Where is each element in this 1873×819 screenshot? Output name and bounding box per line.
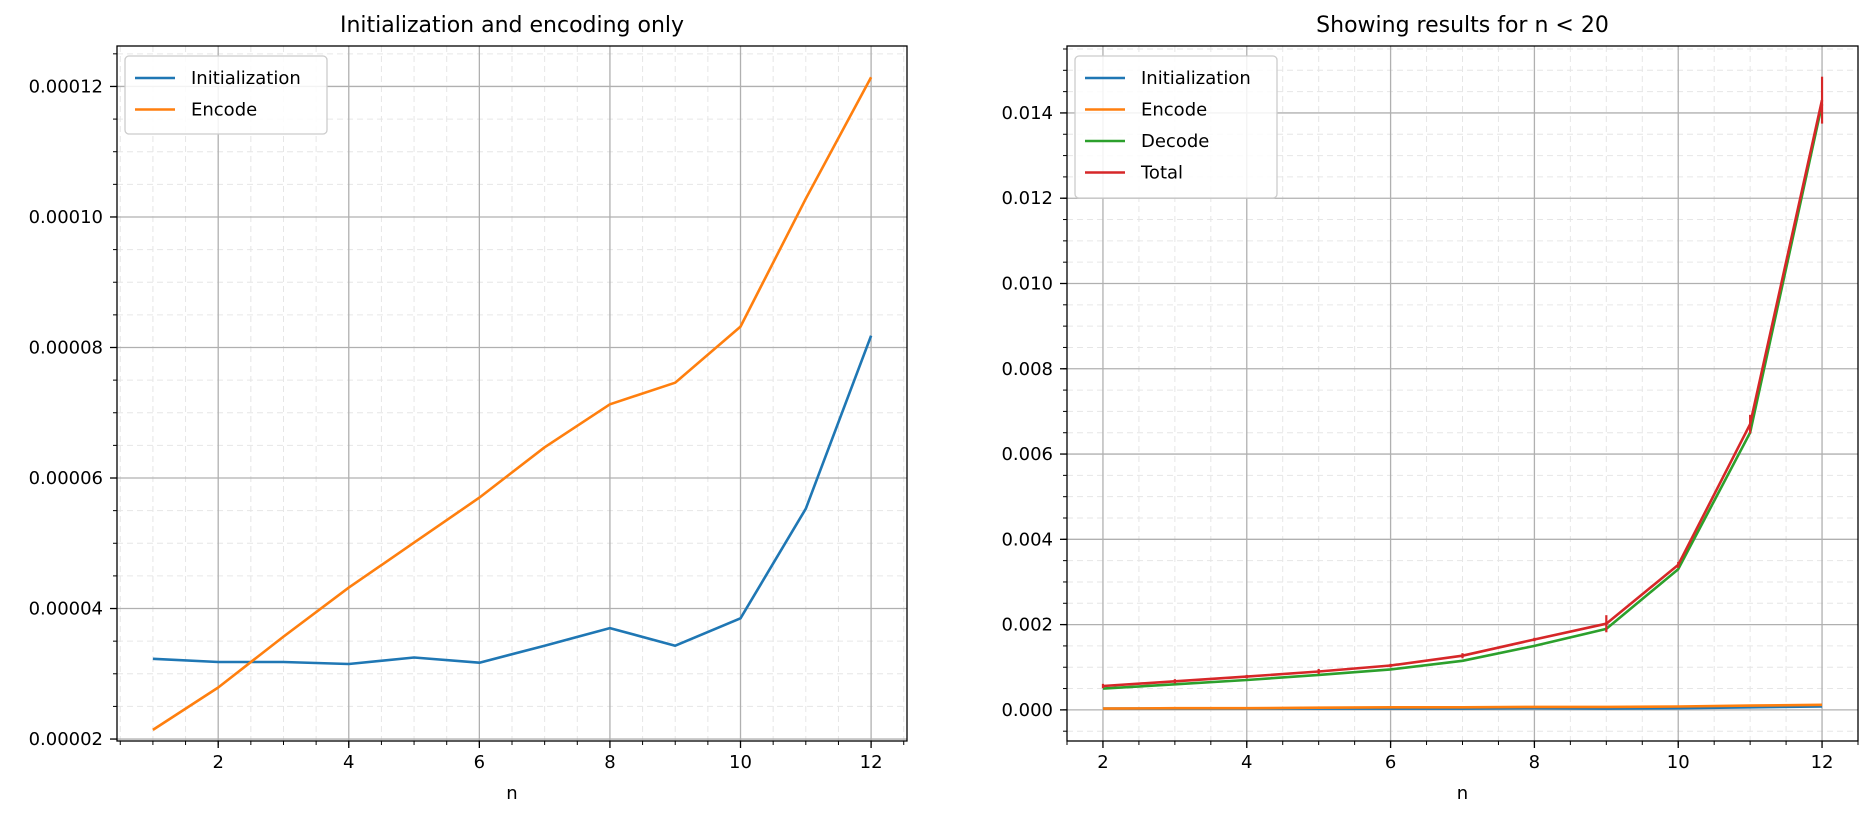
tick-label-x: 10 (1667, 752, 1690, 773)
legend-label: Initialization (191, 68, 301, 89)
tick-label-y: 0.012 (1001, 188, 1053, 209)
legend-label: Initialization (1141, 68, 1251, 89)
series-line-encode (1102, 703, 1823, 710)
tick-label-y: 0.00006 (29, 468, 103, 489)
tick-label-y: 0.006 (1001, 444, 1053, 465)
tick-label-y: 0.000 (1001, 700, 1053, 721)
legend-label: Total (1140, 163, 1183, 184)
legend-label: Encode (1141, 100, 1207, 121)
tick-label-x: 2 (212, 752, 223, 773)
tick-label-y: 0.00008 (29, 337, 103, 358)
tick-label-x: 2 (1097, 752, 1108, 773)
tick-label-y: 0.014 (1001, 103, 1053, 124)
series-group (1101, 76, 1824, 710)
series-line-decode (1102, 104, 1824, 690)
x-axis-label: n (506, 783, 517, 804)
tick-label-x: 10 (729, 752, 752, 773)
major-grid (117, 46, 907, 741)
tick-label-y: 0.00012 (29, 76, 103, 97)
legend: Initialization Encode Decode Total (1074, 55, 1278, 199)
legend-box (1074, 55, 1278, 199)
series-group (152, 76, 873, 731)
legend: Initialization Encode (124, 55, 328, 135)
tick-label-x: 12 (1811, 752, 1834, 773)
tick-label-x: 12 (860, 752, 883, 773)
tick-label-y: 0.008 (1001, 359, 1053, 380)
tick-label-x: 8 (1529, 752, 1540, 773)
tick-label-y: 0.00004 (29, 599, 103, 620)
tick-label-y: 0.00010 (29, 207, 103, 228)
x-axis-label: n (1457, 783, 1468, 804)
tick-label-x: 4 (1241, 752, 1252, 773)
series-line-initialization (152, 335, 873, 666)
tick-label-y: 0.010 (1001, 273, 1053, 294)
series-line-encode (152, 76, 873, 731)
chart-1: 2 4 6 8 10 12 0.00002 0.00004 0.00006 0.00008 0.00… (29, 13, 908, 804)
chart-2: 2 4 6 8 10 12 0.000 0.002 0.004 0.006 0.008 0.010 0.… (1001, 13, 1859, 804)
tick-label-x: 6 (474, 752, 485, 773)
legend-label: Encode (191, 100, 257, 121)
major-grid (1067, 46, 1858, 741)
minor-grid (117, 46, 907, 741)
tick-label-x: 4 (343, 752, 354, 773)
legend-label: Decode (1141, 131, 1209, 152)
chart-title: Showing results for n < 20 (1316, 13, 1609, 38)
chart-title: Initialization and encoding only (340, 13, 684, 38)
tick-label-y: 0.004 (1001, 529, 1053, 550)
tick-label-x: 8 (604, 752, 615, 773)
tick-label-x: 6 (1385, 752, 1396, 773)
tick-label-y: 0.00002 (29, 729, 103, 750)
legend-box (124, 55, 328, 135)
tick-label-y: 0.002 (1001, 615, 1053, 636)
